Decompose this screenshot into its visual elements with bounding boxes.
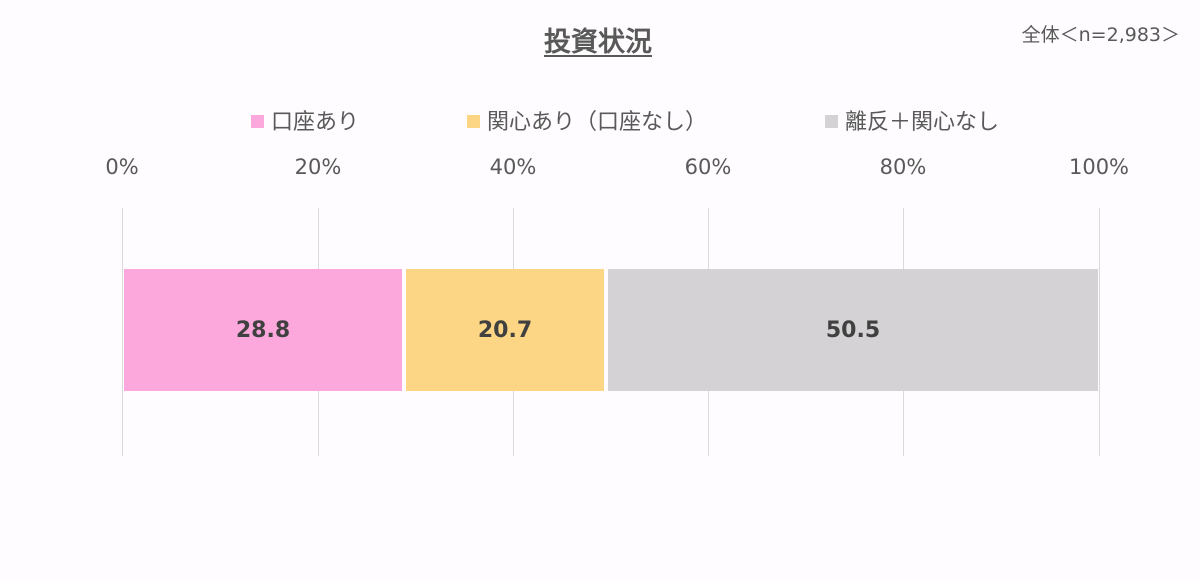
legend-label: 関心あり（口座なし） xyxy=(487,110,708,135)
tick-label: 80% xyxy=(879,155,927,179)
chart-title-text: 投資状況 xyxy=(544,27,652,58)
legend: 口座あり 関心あり（口座なし） 離反＋関心なし xyxy=(0,104,1200,136)
bar-segment-account: 28.8 xyxy=(124,269,402,391)
legend-label: 口座あり xyxy=(271,110,360,135)
bar-segment-not-interested: 50.5 xyxy=(608,269,1098,391)
legend-item-account: 口座あり xyxy=(251,104,359,136)
legend-swatch-yellow xyxy=(467,115,480,128)
legend-swatch-pink xyxy=(251,115,264,128)
gridline xyxy=(1099,208,1100,456)
tick-label: 0% xyxy=(105,155,139,179)
legend-swatch-gray xyxy=(825,115,838,128)
tick-label: 20% xyxy=(294,155,342,179)
tick-label: 40% xyxy=(489,155,537,179)
tick-label: 60% xyxy=(684,155,732,179)
tick-label: 100% xyxy=(1068,155,1130,179)
bar-value-label: 28.8 xyxy=(235,317,291,343)
legend-item-not-interested: 離反＋関心なし xyxy=(825,104,999,136)
chart-title: 投資状況 xyxy=(0,20,1196,59)
legend-item-interested: 関心あり（口座なし） xyxy=(467,104,707,136)
bar-segment-interested: 20.7 xyxy=(406,269,604,391)
sample-size-label: 全体＜n=2,983＞ xyxy=(1021,24,1180,46)
bar-value-label: 20.7 xyxy=(477,317,533,343)
gridline xyxy=(122,208,123,456)
legend-label: 離反＋関心なし xyxy=(845,110,1000,135)
bar-value-label: 50.5 xyxy=(825,317,881,343)
